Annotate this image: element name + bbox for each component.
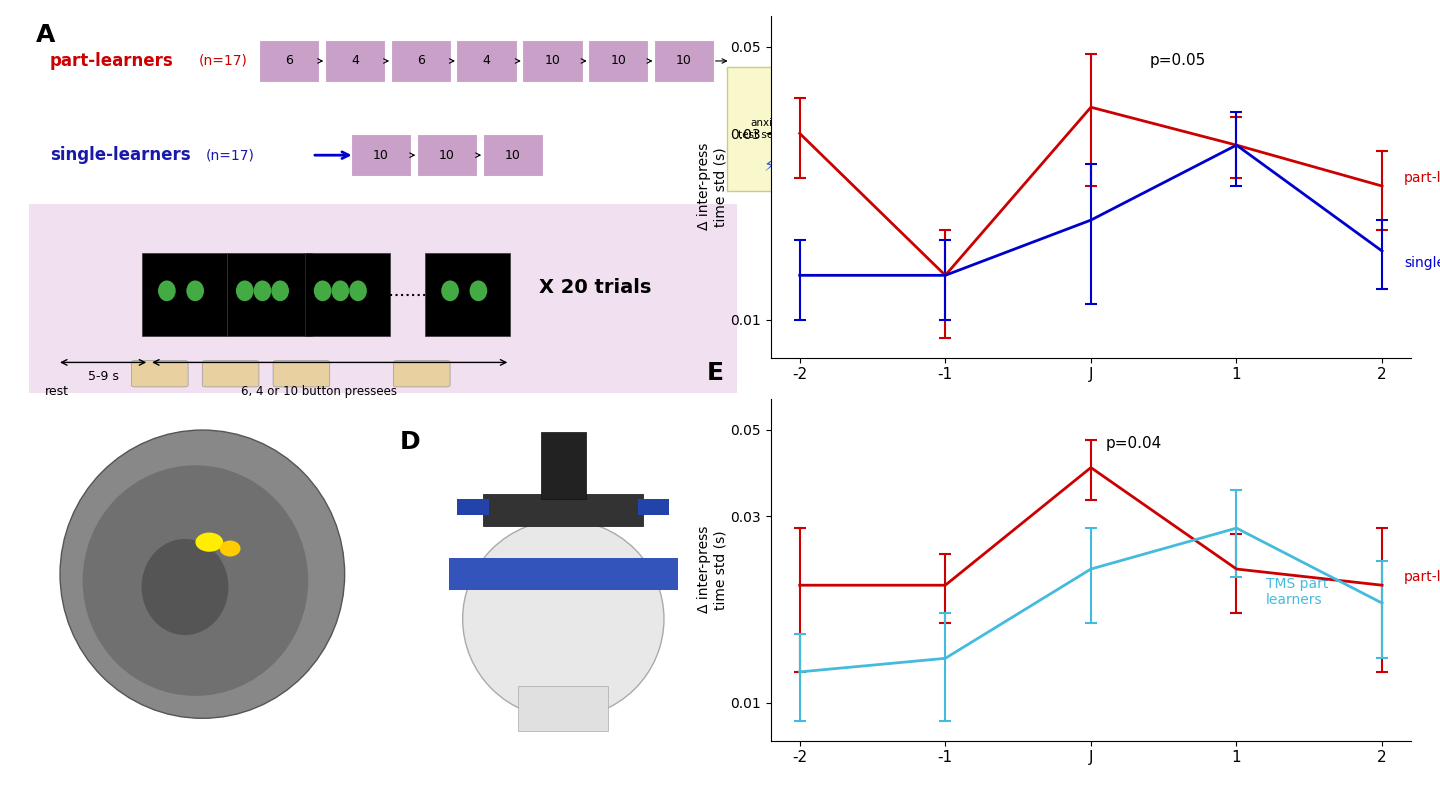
FancyBboxPatch shape [638, 499, 670, 515]
Text: 5-9 s: 5-9 s [88, 370, 118, 383]
FancyBboxPatch shape [482, 135, 543, 176]
Text: part-learners: part-learners [1404, 172, 1440, 185]
Ellipse shape [331, 281, 348, 301]
FancyBboxPatch shape [654, 40, 714, 82]
FancyBboxPatch shape [458, 499, 488, 515]
Y-axis label: Δ inter-press
time std (s): Δ inter-press time std (s) [697, 143, 727, 230]
Text: 10: 10 [439, 149, 455, 162]
Ellipse shape [441, 281, 459, 301]
Text: rest: rest [45, 385, 69, 398]
Text: p=0.05: p=0.05 [1149, 54, 1205, 69]
Text: 10: 10 [373, 149, 389, 162]
Text: 4: 4 [351, 54, 359, 68]
FancyBboxPatch shape [416, 135, 477, 176]
Text: 10: 10 [544, 54, 560, 68]
Text: TMS part
learners: TMS part learners [1266, 577, 1328, 607]
FancyBboxPatch shape [131, 361, 189, 387]
Text: 4: 4 [482, 54, 491, 68]
Ellipse shape [220, 541, 240, 556]
Text: part-learners: part-learners [50, 52, 174, 70]
Text: D: D [400, 430, 420, 454]
Text: anxiety
test session: anxiety test session [739, 118, 801, 139]
Text: 10: 10 [611, 54, 626, 68]
FancyBboxPatch shape [727, 67, 812, 191]
FancyBboxPatch shape [449, 558, 678, 590]
FancyBboxPatch shape [456, 40, 517, 82]
Ellipse shape [158, 281, 176, 301]
FancyBboxPatch shape [202, 361, 259, 387]
Text: 10: 10 [505, 149, 521, 162]
FancyBboxPatch shape [541, 432, 586, 499]
FancyBboxPatch shape [588, 40, 648, 82]
Text: 6, 4 or 10 button pressees: 6, 4 or 10 button pressees [240, 385, 397, 398]
Text: B: B [707, 0, 726, 2]
FancyBboxPatch shape [518, 686, 609, 731]
FancyBboxPatch shape [325, 40, 384, 82]
Text: X 20 trials: X 20 trials [539, 277, 651, 296]
Text: part-learners: part-learners [1404, 570, 1440, 584]
Text: E: E [707, 361, 723, 385]
Ellipse shape [186, 281, 204, 301]
FancyBboxPatch shape [390, 40, 451, 82]
Text: C: C [39, 430, 58, 454]
Ellipse shape [348, 281, 367, 301]
FancyBboxPatch shape [393, 361, 451, 387]
Ellipse shape [60, 430, 344, 719]
Text: ⚡: ⚡ [763, 158, 775, 176]
Text: 6: 6 [285, 54, 292, 68]
Ellipse shape [253, 281, 271, 301]
FancyBboxPatch shape [228, 253, 312, 336]
FancyBboxPatch shape [29, 204, 737, 392]
FancyBboxPatch shape [305, 253, 390, 336]
Text: single-learners: single-learners [50, 147, 190, 164]
Text: p=0.04: p=0.04 [1106, 437, 1162, 452]
Text: A: A [36, 24, 55, 47]
FancyBboxPatch shape [484, 494, 644, 526]
Ellipse shape [314, 281, 331, 301]
Text: (n=17): (n=17) [199, 54, 248, 68]
Ellipse shape [469, 281, 487, 301]
Text: (n=17): (n=17) [206, 148, 255, 162]
Text: 10: 10 [677, 54, 693, 68]
FancyBboxPatch shape [523, 40, 583, 82]
FancyBboxPatch shape [351, 135, 412, 176]
Text: 6: 6 [416, 54, 425, 68]
Ellipse shape [462, 520, 664, 719]
Y-axis label: Δ inter-press
time std (s): Δ inter-press time std (s) [697, 526, 727, 613]
Ellipse shape [82, 465, 308, 696]
FancyBboxPatch shape [425, 253, 510, 336]
Ellipse shape [271, 281, 289, 301]
Text: single-learners: single-learners [1404, 256, 1440, 269]
FancyBboxPatch shape [259, 40, 320, 82]
Ellipse shape [196, 533, 223, 552]
Ellipse shape [141, 539, 229, 635]
Ellipse shape [236, 281, 253, 301]
FancyBboxPatch shape [143, 253, 228, 336]
FancyBboxPatch shape [274, 361, 330, 387]
